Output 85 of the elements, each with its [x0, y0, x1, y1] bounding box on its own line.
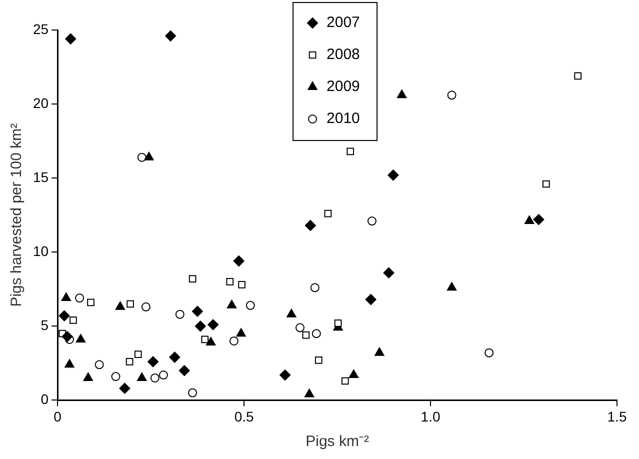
point: [70, 316, 77, 324]
point: [206, 336, 216, 346]
point: [115, 301, 126, 310]
x-tick-label: 1.0: [420, 408, 440, 424]
point: [304, 220, 316, 231]
point: [76, 334, 86, 342]
y-tick-label: 15: [32, 168, 49, 185]
point: [574, 72, 582, 80]
point: [226, 300, 237, 308]
legend-label: 2007: [326, 14, 360, 32]
point: [87, 298, 94, 306]
x-axis-title: Pigs km⁻²: [306, 433, 369, 450]
point: [64, 359, 74, 368]
point: [314, 356, 322, 364]
point: [188, 275, 196, 282]
point: [304, 388, 314, 398]
point: [58, 310, 70, 322]
point: [150, 373, 160, 382]
point: [226, 278, 234, 286]
point: [158, 370, 168, 380]
point: [396, 90, 407, 98]
point: [447, 90, 456, 100]
point: [365, 294, 376, 306]
y-tick-label: 5: [40, 317, 49, 334]
point: [137, 152, 146, 162]
point: [295, 323, 304, 332]
point: [119, 382, 130, 394]
x-tick-label: 1.5: [607, 408, 627, 424]
point: [236, 328, 246, 337]
point: [312, 329, 321, 338]
y-tick-label: 10: [32, 242, 49, 259]
point: [169, 352, 180, 363]
point: [324, 210, 332, 218]
point: [175, 310, 184, 319]
point: [201, 336, 209, 344]
y-axis-title: Pigs harvested per 100 km²: [8, 123, 26, 307]
point: [310, 283, 320, 292]
point: [374, 347, 384, 356]
x-tick-label: 0: [54, 408, 62, 424]
point: [542, 180, 550, 188]
legend-label: 2010: [326, 110, 360, 128]
point: [367, 216, 376, 226]
point: [238, 281, 246, 288]
y-tick-label: 25: [32, 20, 49, 37]
point: [334, 320, 342, 327]
point: [111, 372, 120, 382]
point: [126, 358, 134, 366]
point: [233, 256, 244, 267]
point: [94, 360, 104, 370]
point: [144, 152, 154, 160]
point: [280, 370, 291, 381]
point: [134, 350, 142, 358]
point: [524, 216, 534, 224]
point: [302, 331, 310, 339]
point: [141, 302, 150, 312]
point: [192, 306, 203, 317]
point: [346, 148, 354, 156]
legend-label: 2008: [326, 46, 360, 64]
point: [61, 292, 71, 302]
point: [83, 372, 93, 381]
point: [75, 294, 84, 303]
point: [286, 308, 296, 318]
x-tick-label: 0.5: [234, 408, 254, 424]
point: [341, 377, 349, 385]
point: [388, 170, 399, 181]
point: [126, 300, 134, 308]
point: [246, 300, 255, 310]
point: [533, 214, 544, 226]
point: [229, 336, 238, 346]
point: [446, 282, 457, 291]
point: [208, 319, 219, 330]
point: [62, 331, 73, 342]
point: [383, 267, 394, 278]
y-tick-label: 20: [32, 94, 49, 111]
point: [188, 388, 198, 398]
point: [194, 320, 206, 332]
point: [165, 30, 176, 42]
point: [348, 370, 359, 378]
point: [65, 33, 76, 44]
point: [484, 348, 494, 358]
point: [137, 372, 147, 381]
legend-label: 2009: [326, 78, 360, 96]
y-tick-label: 0: [40, 391, 49, 408]
point: [148, 356, 159, 368]
point: [178, 365, 190, 376]
